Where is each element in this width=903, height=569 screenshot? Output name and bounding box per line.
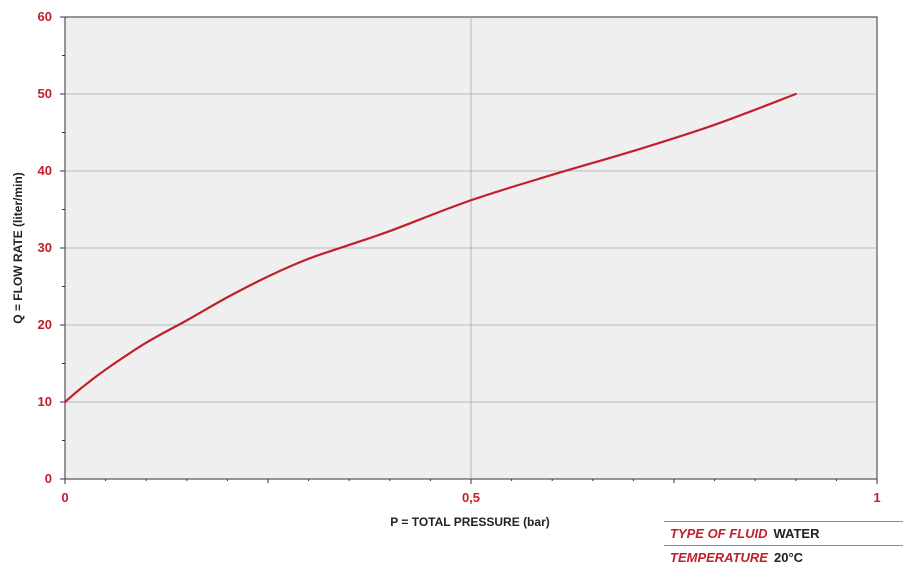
y-tick-label: 40 (38, 163, 52, 178)
x-axis-label: P = TOTAL PRESSURE (bar) (390, 515, 549, 529)
x-tick-label: 0,5 (462, 490, 480, 505)
y-axis-label: Q = FLOW RATE (liter/min) (11, 172, 25, 323)
y-tick-label: 20 (38, 317, 52, 332)
y-tick-label: 50 (38, 86, 52, 101)
fluid-type-label: TYPE OF FLUID (670, 526, 768, 541)
grid-lines (65, 17, 877, 479)
info-row-fluid: TYPE OF FLUID WATER (664, 521, 903, 546)
y-tick-label: 60 (38, 9, 52, 24)
temperature-value: 20°C (773, 550, 804, 565)
fluid-info-table: TYPE OF FLUID WATER TEMPERATURE 20°C (664, 521, 903, 569)
temperature-label: TEMPERATURE (670, 550, 768, 565)
series-line-flow-rate (63, 92, 797, 404)
axis-ticks (60, 16, 878, 484)
y-tick-label: 0 (45, 471, 52, 486)
tick-labels: 0 10 20 30 40 50 60 0 0,5 1 (38, 9, 881, 505)
info-row-temperature: TEMPERATURE 20°C (664, 545, 903, 569)
x-tick-label: 0 (61, 490, 68, 505)
x-tick-label: 1 (873, 490, 880, 505)
y-tick-label: 10 (38, 394, 52, 409)
y-tick-label: 30 (38, 240, 52, 255)
fluid-type-value: WATER (773, 526, 820, 541)
